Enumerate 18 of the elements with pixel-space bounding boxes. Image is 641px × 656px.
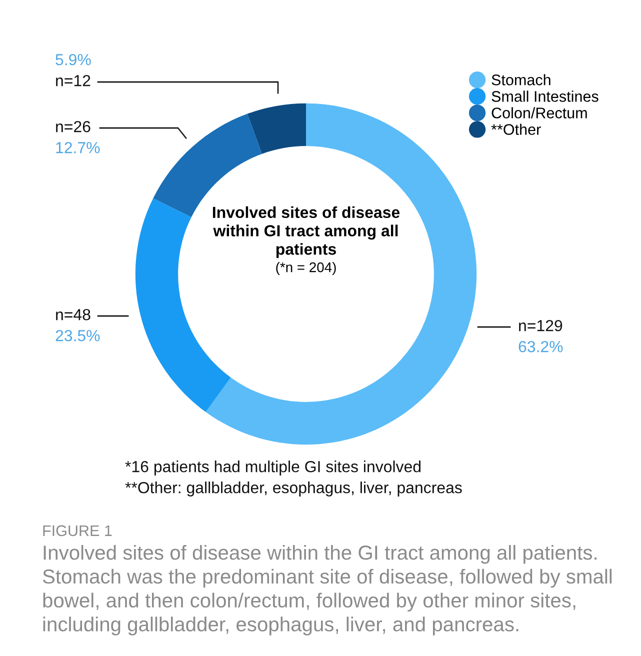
legend-label: Stomach bbox=[492, 74, 550, 86]
text: Involved sites of disease within the GI tract among all patients. Stomach was the predominant site of disease, followed by small bowel, and then colon/rectum, followed by other minor sites, including gallbladder, esophagus, liver, and pancreas. bbox=[42, 545, 612, 636]
text: *16 patients had multiple GI sites involved bbox=[125, 460, 421, 476]
data-label: n=12 bbox=[56, 74, 90, 86]
data-label: n=48 bbox=[56, 308, 90, 320]
data-label: n=26 bbox=[56, 120, 90, 132]
legend-label: Colon/Rectum bbox=[492, 107, 587, 118]
text: 63.2% bbox=[518, 340, 563, 352]
caption: FIGURE 1 bbox=[43, 525, 112, 536]
text: 12.7% bbox=[56, 142, 100, 154]
text: 23.5% bbox=[56, 330, 100, 342]
legend-label: **Other bbox=[491, 124, 541, 135]
legend-label: Small Intestines bbox=[492, 90, 598, 102]
text: **Other: gallbladder, esophagus, liver, pancreas bbox=[125, 482, 462, 496]
data-label: n=129 bbox=[519, 320, 562, 332]
text: 5.9% bbox=[56, 54, 91, 66]
text: Involved sites of disease within GI tract among all patients bbox=[212, 206, 400, 258]
text: (*n = 204) bbox=[276, 262, 336, 275]
